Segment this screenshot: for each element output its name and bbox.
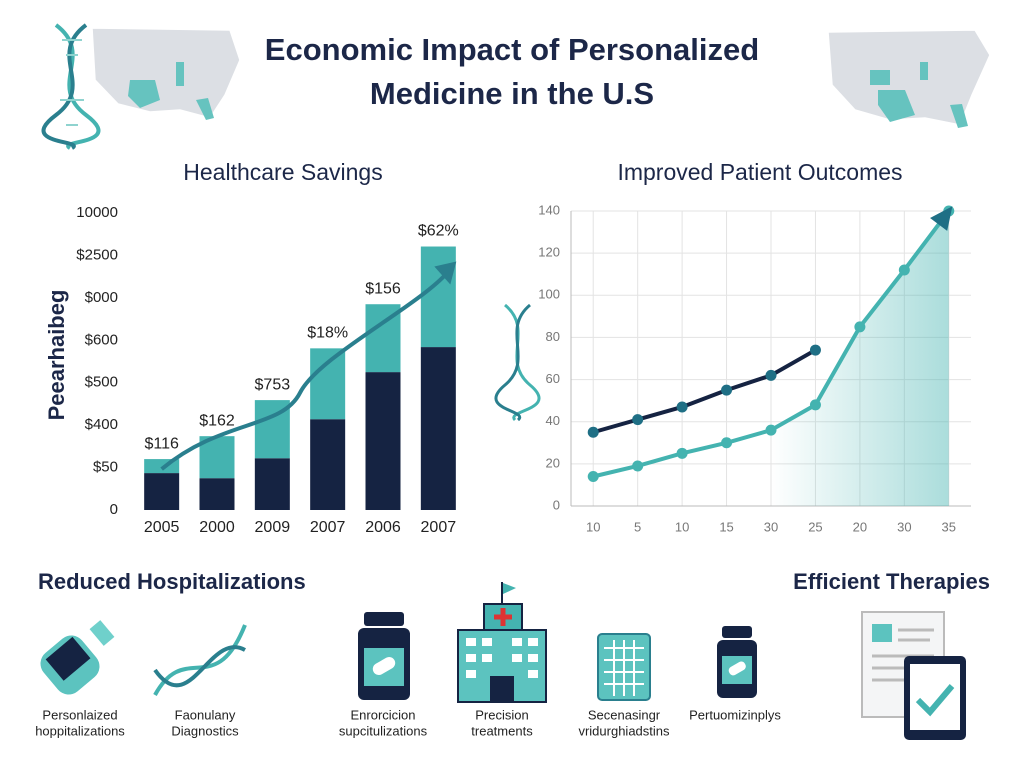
section-heading: Reduced Hospitalizations — [38, 569, 306, 594]
line-marker — [676, 447, 688, 459]
line-marker — [765, 424, 777, 436]
y-tick-label: 120 — [538, 245, 560, 260]
bar-label: $18% — [307, 325, 348, 342]
pill-bottle-icon — [358, 612, 410, 700]
hospital-icon — [457, 582, 547, 703]
line-marker — [676, 401, 688, 413]
y-tick-label: $600 — [85, 331, 118, 348]
bar-label: $156 — [365, 280, 401, 297]
line-marker — [587, 471, 599, 482]
x-tick-label: 2005 — [144, 519, 180, 536]
line-marker — [721, 384, 733, 396]
icon-caption: Enrorcicion — [350, 707, 415, 722]
y-tick-label: $500 — [85, 374, 118, 391]
icon-caption: supcitulizations — [339, 723, 428, 738]
x-tick-label: 30 — [764, 519, 778, 534]
bar-segment — [310, 419, 346, 510]
x-tick-label: 30 — [897, 519, 911, 534]
line-marker — [721, 437, 733, 449]
line-marker — [765, 369, 777, 381]
icon-caption: treatments — [471, 723, 533, 738]
line-marker — [854, 321, 866, 333]
icon-caption: Diagnostics — [171, 723, 239, 738]
line-marker — [632, 460, 644, 472]
x-tick-label: 10 — [675, 519, 689, 534]
y-tick-label: 60 — [546, 371, 560, 386]
y-tick-label: $50 — [93, 459, 118, 476]
trend-arrow — [160, 270, 450, 471]
x-tick-label: 10 — [586, 519, 600, 534]
icon-caption: Pertuomizinplys — [689, 707, 781, 722]
bar-segment — [365, 372, 401, 510]
bar-segment — [144, 473, 180, 510]
dna-icon — [153, 624, 247, 696]
icon-caption: Faonulany — [175, 707, 236, 722]
x-tick-label: 15 — [719, 519, 733, 534]
line — [592, 348, 817, 435]
line-marker — [587, 426, 599, 438]
line-marker — [809, 344, 821, 356]
bar-label: $116 — [144, 435, 179, 452]
x-tick-label: 2006 — [365, 519, 401, 536]
y-tick-label: 0 — [553, 497, 560, 512]
title-line: Economic Impact of Personalized — [265, 32, 759, 67]
y-tick-label: 80 — [546, 329, 560, 344]
icon-caption: hoppitalizations — [35, 723, 125, 738]
y-tick-label: $400 — [85, 416, 118, 433]
charts: 0$50$400$500$600$000$250010000$1162005$1… — [76, 202, 971, 536]
line-marker — [632, 414, 644, 426]
arrow-head — [930, 206, 953, 231]
bar-segment — [254, 458, 290, 510]
y-tick-label: 40 — [546, 413, 560, 428]
x-tick-label: 2000 — [199, 519, 235, 536]
bar-segment — [310, 348, 346, 420]
bar-label: $753 — [255, 376, 291, 393]
icon-caption: vridurghiadstins — [578, 723, 670, 738]
x-tick-label: 2007 — [310, 519, 346, 536]
us-map-right — [827, 29, 991, 128]
title-line: Medicine in the U.S — [370, 76, 654, 111]
line-marker — [898, 264, 910, 276]
icon-caption: Personlaized — [42, 707, 117, 722]
dna-icon-small — [494, 303, 541, 422]
chart-title: Improved Patient Outcomes — [617, 159, 902, 185]
bar-segment — [199, 478, 235, 510]
bar-segment — [420, 347, 456, 510]
x-tick-label: 35 — [942, 519, 956, 534]
bar-label: $62% — [418, 223, 459, 240]
x-tick-label: 5 — [634, 519, 641, 534]
y-tick-label: $2500 — [76, 246, 118, 263]
y-tick-label: $000 — [85, 289, 118, 306]
section-heading: Efficient Therapies — [793, 569, 990, 594]
y-tick-label: 140 — [538, 202, 560, 217]
line-marker — [809, 399, 821, 411]
icon-caption: Secenasingr — [588, 707, 661, 722]
y-tick-label: 100 — [538, 287, 560, 302]
x-tick-label: 20 — [853, 519, 867, 534]
x-tick-label: 2007 — [421, 519, 457, 536]
bar-label: $162 — [199, 412, 235, 429]
x-tick-label: 2009 — [255, 519, 291, 536]
trend-arrow-head — [434, 261, 457, 285]
dna-icon-left — [41, 23, 101, 150]
y-axis-label: Peearhaibeg — [44, 290, 69, 421]
area-shade — [771, 211, 949, 506]
icon-caption: Precision — [475, 707, 528, 722]
chart-title: Healthcare Savings — [183, 159, 382, 185]
calendar-icon — [597, 633, 651, 701]
document-tablet-icon — [861, 611, 966, 740]
bar-segment — [420, 246, 456, 348]
y-tick-label: 20 — [546, 455, 560, 470]
medicine-bottle-icon — [717, 626, 757, 698]
y-tick-label: 10000 — [76, 204, 118, 221]
y-tick-label: 0 — [110, 501, 118, 518]
us-map-left — [91, 27, 241, 120]
vial-icon — [40, 620, 115, 695]
x-tick-label: 25 — [808, 519, 822, 534]
